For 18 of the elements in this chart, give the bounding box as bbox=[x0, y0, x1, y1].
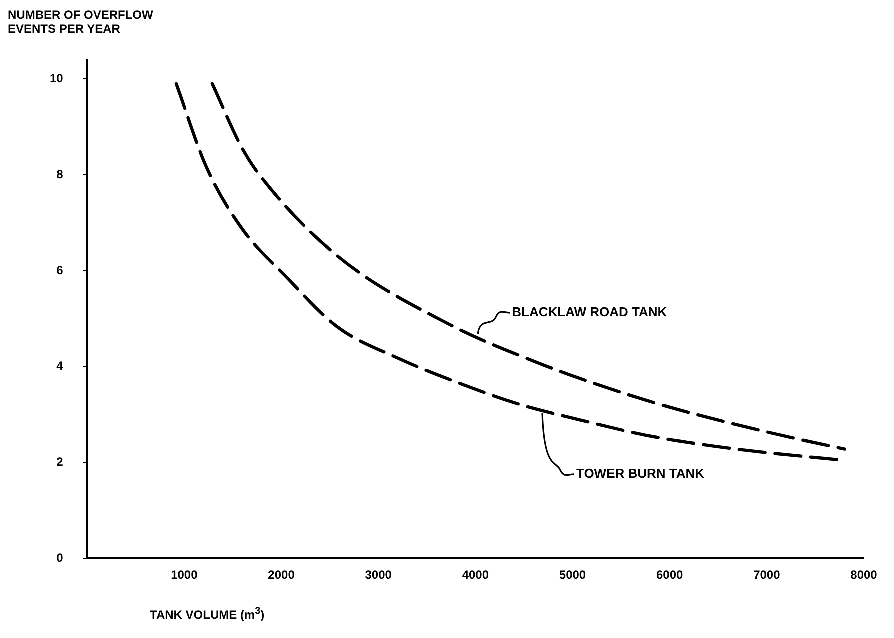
y-tick-label: 2 bbox=[56, 455, 64, 470]
x-axis-title: TANK VOLUME (m$^{3}$) bbox=[150, 606, 265, 622]
series-label: TOWER BURN TANK bbox=[576, 466, 706, 481]
y-axis-title: NUMBER OF OVERFLOW EVENTS PER YEAR bbox=[8, 8, 154, 36]
x-tick-label: 6000 bbox=[656, 568, 684, 582]
y-tick-label: 10 bbox=[50, 71, 64, 86]
x-tick-label: 4000 bbox=[462, 568, 490, 582]
x-tick-label: 5000 bbox=[559, 568, 586, 582]
x-tick-label: 8000 bbox=[850, 568, 878, 582]
text: BLACKLAW ROAD TANK bbox=[512, 304, 668, 320]
x-tick-label: 2000 bbox=[268, 568, 296, 582]
x-tick-label: 3000 bbox=[365, 568, 392, 582]
y-tick-label: 6 bbox=[56, 263, 64, 278]
y-tick-label: 0 bbox=[56, 550, 64, 565]
x-tick-label: 7000 bbox=[754, 568, 781, 582]
x-tick-label: 1000 bbox=[171, 568, 198, 582]
y-tick-label: 4 bbox=[56, 359, 64, 374]
y-tick-label: 8 bbox=[56, 167, 64, 182]
